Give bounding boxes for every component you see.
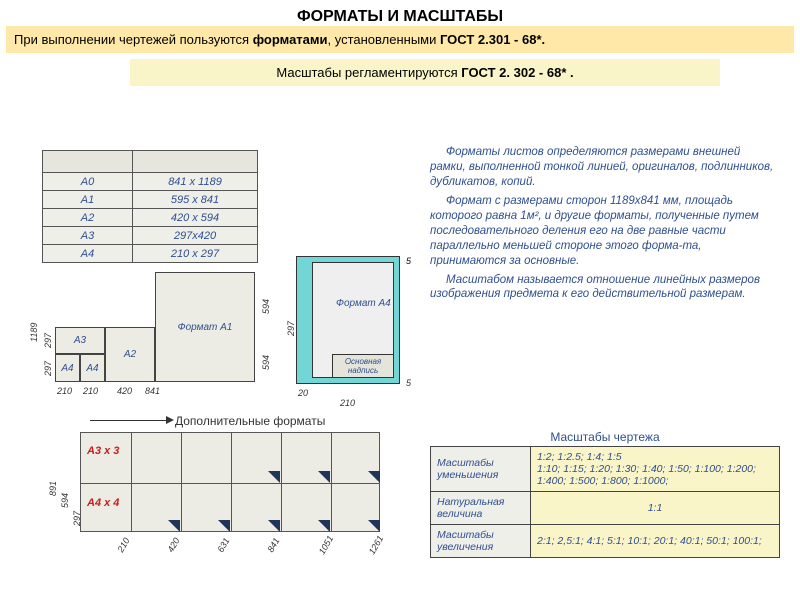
fmt-dim: 210 x 297 — [133, 245, 258, 263]
dim-297: 297 — [286, 321, 296, 336]
box-a1: Формат А1 — [155, 272, 255, 382]
dim-b631: 631 — [215, 536, 231, 554]
scale-kind: Натуральная величина — [431, 492, 531, 525]
dim-210a: 210 — [57, 386, 72, 396]
gost-formats-band: При выполнении чертежей пользуются форма… — [6, 26, 794, 53]
corner-fold-icon — [368, 471, 380, 483]
fmt-name: А4 — [43, 245, 133, 263]
description-text: Форматы листов определяются размерами вн… — [430, 145, 775, 306]
band1-gost: ГОСТ 2.301 - 68*. — [440, 32, 545, 47]
vline — [181, 433, 182, 531]
page-title: ФОРМАТЫ И МАСШТАБЫ — [0, 0, 800, 26]
dim-b1051: 1051 — [317, 534, 336, 556]
scales-section: Масштабы чертежа Масштабы уменьшения 1:2… — [430, 430, 780, 558]
dim-1189: 1189 — [29, 323, 39, 342]
fmt-dim: 841 x 1189 — [133, 173, 258, 191]
dim-b1261: 1261 — [367, 534, 386, 556]
fmt-dim: 420 x 594 — [133, 209, 258, 227]
hline — [81, 483, 379, 484]
table-row: Масштабы уменьшения 1:2; 1:2.5; 1:4; 1:5… — [431, 447, 780, 492]
scale-values: 1:2; 1:2.5; 1:4; 1:5 1:10; 1:15; 1:20; 1… — [531, 447, 780, 492]
scale-kind: Масштабы уменьшения — [431, 447, 531, 492]
format-sizes-table: А0841 x 1189 А1595 x 841 А2420 x 594 А32… — [42, 150, 258, 263]
table-row: А2420 x 594 — [43, 209, 258, 227]
dim-210b: 210 — [83, 386, 98, 396]
dim-297a: 297 — [43, 333, 53, 348]
label-a3x3: А3 x 3 — [87, 445, 119, 457]
dim-594: 594 — [60, 493, 70, 508]
scales-title: Масштабы чертежа — [430, 430, 780, 444]
para-1: Форматы листов определяются размерами вн… — [430, 145, 775, 190]
dim-20: 20 — [298, 388, 308, 398]
a4-titleblock: Основная надпись — [332, 354, 394, 378]
table-row: А1595 x 841 — [43, 191, 258, 209]
dim-297: 297 — [72, 511, 82, 526]
corner-fold-icon — [268, 471, 280, 483]
dim-b210: 210 — [115, 536, 131, 554]
addfmt-grid: А3 x 3 А4 x 4 — [80, 432, 380, 532]
corner-fold-icon — [218, 520, 230, 532]
fmt-dim: 595 x 841 — [133, 191, 258, 209]
fmt-name: А2 — [43, 209, 133, 227]
dim-841: 841 — [145, 386, 160, 396]
corner-fold-icon — [318, 520, 330, 532]
gost-scales-band: Масштабы регламентируются ГОСТ 2. 302 - … — [130, 59, 720, 86]
arrow-icon — [166, 416, 174, 424]
dim-891: 891 — [48, 481, 58, 496]
table-row: А3297x420 — [43, 227, 258, 245]
a4-label: Формат А4 — [336, 298, 391, 309]
format-fold-diagram: Формат А1 А2 А3 А4 А4 841 1189 594 594 2… — [55, 272, 255, 382]
box-a4: А4 — [55, 354, 80, 382]
fmt-name: А1 — [43, 191, 133, 209]
addfmt-title: Дополнительные форматы — [175, 414, 325, 428]
label-a4x4: А4 x 4 — [87, 497, 119, 509]
scales-table: Масштабы уменьшения 1:2; 1:2.5; 1:4; 1:5… — [430, 446, 780, 558]
corner-fold-icon — [368, 520, 380, 532]
dim-5b: 5 — [406, 256, 411, 266]
band1-post: , установленными — [328, 32, 440, 47]
dim-594b: 594 — [261, 355, 271, 370]
para-2: Формат с размерами сторон 1189х841 мм, п… — [430, 194, 775, 269]
a4-frame-figure: Формат А4 Основная надпись 5 5 5 20 297 … — [296, 256, 400, 384]
vline — [131, 433, 132, 531]
para3-term: Масштабом — [446, 274, 514, 286]
table-row: Масштабы увеличения 2:1; 2,5:1; 4:1; 5:1… — [431, 525, 780, 558]
vline — [331, 433, 332, 531]
scale-values: 2:1; 2,5:1; 4:1; 5:1; 10:1; 20:1; 40:1; … — [531, 525, 780, 558]
fmt-name: А3 — [43, 227, 133, 245]
scale-kind: Масштабы увеличения — [431, 525, 531, 558]
corner-fold-icon — [168, 520, 180, 532]
fmt-name: А0 — [43, 173, 133, 191]
corner-fold-icon — [268, 520, 280, 532]
box-a4b: А4 — [80, 354, 105, 382]
dim-594a: 594 — [261, 299, 271, 314]
table-row: А0841 x 1189 — [43, 173, 258, 191]
vline — [281, 433, 282, 531]
box-a2: А2 — [105, 327, 155, 382]
table-row: А4210 x 297 — [43, 245, 258, 263]
dim-b841: 841 — [265, 536, 281, 554]
fmt-dim: 297x420 — [133, 227, 258, 245]
additional-formats-figure: Дополнительные форматы А3 x 3 А4 x 4 297… — [20, 400, 410, 580]
fmt-dim — [133, 151, 258, 173]
arrow-line — [90, 420, 170, 421]
dim-420: 420 — [117, 386, 132, 396]
band2-pre: Масштабы регламентируются — [276, 65, 461, 80]
dim-b420: 420 — [165, 536, 181, 554]
scale-values: 1:1 — [531, 492, 780, 525]
vline — [231, 433, 232, 531]
fmt-name — [43, 151, 133, 173]
table-row: Натуральная величина 1:1 — [431, 492, 780, 525]
box-a3: А3 — [55, 327, 105, 354]
para-3: Масштабом называется отношение линейных … — [430, 273, 775, 303]
band2-gost: ГОСТ 2. 302 - 68* . — [461, 65, 573, 80]
dim-5c: 5 — [406, 378, 411, 388]
table-row — [43, 151, 258, 173]
dim-297b: 297 — [43, 361, 53, 376]
band1-bold: форматами — [253, 32, 328, 47]
band1-pre: При выполнении чертежей пользуются — [14, 32, 253, 47]
corner-fold-icon — [318, 471, 330, 483]
